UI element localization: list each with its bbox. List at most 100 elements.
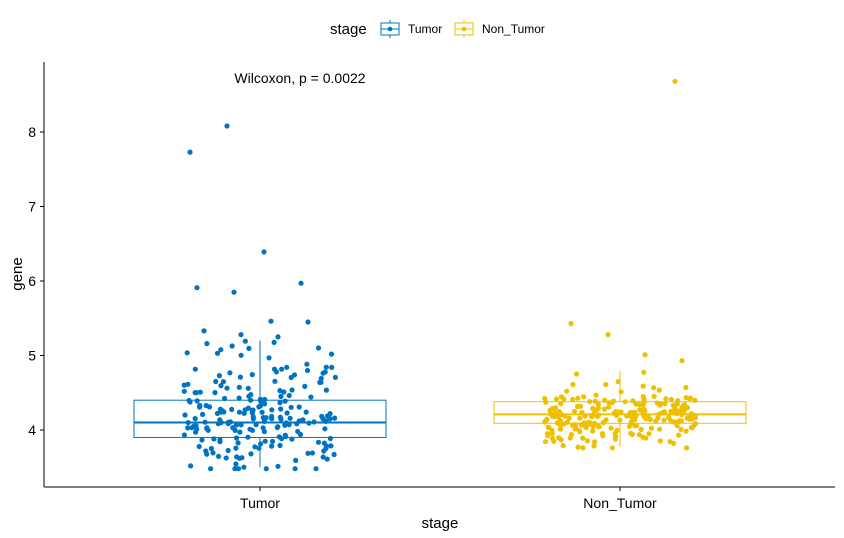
data-point <box>683 428 689 434</box>
data-point <box>629 418 635 424</box>
outlier-point <box>679 358 685 364</box>
data-point <box>688 425 694 431</box>
legend: stage Tumor Non_Tumor <box>330 20 545 38</box>
data-point <box>684 405 691 411</box>
legend-key-point <box>387 26 393 32</box>
outlier-point <box>187 149 193 155</box>
data-point <box>677 418 683 424</box>
data-point <box>236 395 242 401</box>
data-point <box>327 411 333 417</box>
data-point <box>593 392 599 398</box>
data-point <box>185 425 191 431</box>
data-point <box>196 443 202 450</box>
outlier-point <box>575 444 581 450</box>
data-point <box>676 432 682 438</box>
data-point <box>318 375 324 381</box>
data-point <box>278 416 284 422</box>
outlier-point <box>298 280 304 286</box>
data-point <box>674 423 680 429</box>
data-point <box>612 436 619 442</box>
data-point <box>313 466 319 472</box>
data-point <box>218 347 224 353</box>
data-point <box>326 415 332 421</box>
data-point <box>553 396 560 402</box>
data-point <box>557 426 564 432</box>
data-point <box>224 385 230 391</box>
data-point <box>247 426 253 432</box>
data-point <box>637 407 643 413</box>
data-point <box>256 445 262 451</box>
data-point <box>580 435 586 441</box>
data-point <box>282 422 288 428</box>
data-point <box>261 401 268 407</box>
data-point <box>249 372 255 378</box>
data-point <box>683 395 689 401</box>
data-point <box>236 409 242 415</box>
data-point <box>257 403 263 409</box>
data-point <box>666 414 672 420</box>
data-point <box>271 366 278 372</box>
data-point <box>238 352 244 358</box>
data-point <box>564 419 570 425</box>
data-point <box>668 396 675 403</box>
data-point <box>181 388 187 394</box>
data-point <box>329 364 335 370</box>
data-point <box>236 384 242 390</box>
y-tick-label: 4 <box>28 422 36 438</box>
outlier-point <box>305 319 311 325</box>
data-point <box>233 461 239 467</box>
data-point <box>671 404 678 410</box>
data-point <box>227 370 233 376</box>
data-point <box>259 409 265 415</box>
data-point <box>192 423 199 429</box>
data-point <box>661 409 668 415</box>
data-point <box>590 423 596 429</box>
data-point <box>618 409 624 415</box>
data-point <box>246 345 252 351</box>
data-point <box>235 466 242 472</box>
data-point <box>188 463 194 469</box>
data-point <box>212 390 218 396</box>
data-point <box>567 435 573 441</box>
data-point <box>233 422 239 428</box>
data-point <box>308 394 314 400</box>
data-point <box>213 378 219 385</box>
data-point <box>591 443 597 449</box>
data-point <box>615 379 621 385</box>
outlier-point <box>268 318 274 324</box>
data-point <box>332 415 338 421</box>
data-point <box>561 396 567 402</box>
data-point <box>204 451 210 457</box>
data-point <box>576 428 583 434</box>
outlier-point <box>261 249 267 255</box>
data-point <box>651 393 657 399</box>
data-point <box>323 445 329 451</box>
data-point <box>208 445 214 452</box>
data-point <box>331 451 337 458</box>
data-point <box>634 423 640 429</box>
data-point <box>617 417 623 423</box>
data-point <box>277 442 283 449</box>
data-point <box>628 430 634 436</box>
data-point <box>229 406 235 412</box>
data-point <box>612 430 618 436</box>
outlier-point <box>275 334 281 340</box>
data-point <box>328 351 335 357</box>
data-point <box>269 443 275 449</box>
data-point <box>234 454 240 460</box>
data-point <box>609 445 616 451</box>
data-point <box>269 416 275 422</box>
data-point <box>266 355 272 361</box>
boxes <box>133 340 747 468</box>
data-point <box>258 441 264 447</box>
data-point <box>640 383 646 389</box>
data-point <box>288 404 294 410</box>
data-point <box>558 401 564 407</box>
data-point <box>248 451 254 457</box>
data-point <box>272 378 278 384</box>
outlier-point <box>194 285 200 291</box>
y-tick-label: 7 <box>28 199 36 215</box>
data-point <box>579 422 585 428</box>
data-point <box>669 408 676 414</box>
